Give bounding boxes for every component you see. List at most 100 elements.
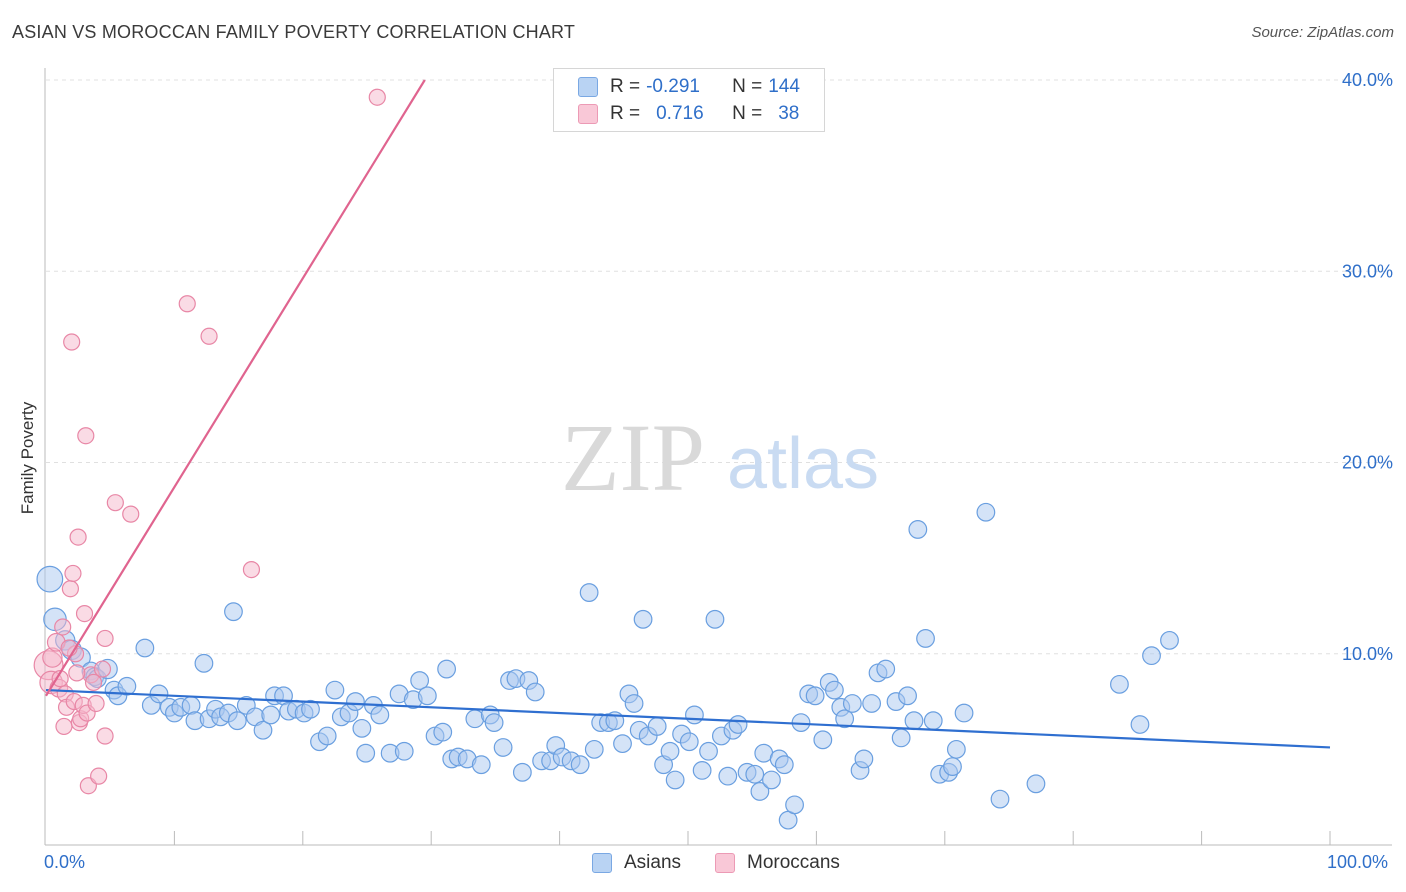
source-label: Source: ZipAtlas.com <box>1251 24 1394 41</box>
moroccan-point <box>96 727 114 745</box>
asian-point <box>352 718 372 738</box>
asian-point <box>36 565 64 593</box>
chart-title: ASIAN VS MOROCCAN FAMILY POVERTY CORRELA… <box>12 22 576 42</box>
legend-row-moroccans: R = 0.716 N = 38 <box>578 101 799 127</box>
moroccan-point <box>106 494 124 512</box>
asian-point <box>1160 630 1179 650</box>
trend-line-moroccans <box>45 79 426 697</box>
moroccan-point <box>93 660 112 678</box>
moroccan-point <box>61 580 79 598</box>
asian-point <box>728 715 748 734</box>
asian-point <box>679 732 699 752</box>
asian-point <box>813 730 833 750</box>
asian-point <box>356 743 376 763</box>
series-asians <box>36 502 1179 830</box>
moroccan-point <box>55 717 73 736</box>
watermark-atlas: atlas <box>727 424 879 504</box>
asian-point <box>1130 715 1150 734</box>
asian-point <box>876 659 896 679</box>
asian-point <box>613 734 632 754</box>
asian-point <box>785 795 804 815</box>
asian-point <box>194 653 214 673</box>
correlation-legend: R = -0.291 N = 144 R = 0.716 N = 38 <box>553 68 825 132</box>
legend-swatch-moroccans <box>578 104 598 124</box>
legend-swatch-asians <box>578 77 598 97</box>
moroccan-point <box>63 333 81 351</box>
asian-point <box>976 502 996 522</box>
asian-point <box>317 726 337 746</box>
asian-point <box>512 762 532 782</box>
asian-point <box>370 705 390 725</box>
y-tick-label-10: 10.0% <box>1342 644 1393 664</box>
moroccan-point <box>200 327 218 345</box>
watermark: ZIP atlas <box>561 404 879 511</box>
asian-point <box>835 709 855 729</box>
asian-point <box>633 609 653 629</box>
series-legend-asians[interactable]: Asians <box>592 852 681 874</box>
asian-point <box>665 770 685 790</box>
asian-point <box>943 757 962 776</box>
asian-point <box>135 638 155 658</box>
moroccan-point <box>68 664 86 682</box>
axes-layer <box>44 68 1392 846</box>
asian-point <box>525 682 545 702</box>
moroccan-point <box>178 295 196 313</box>
asian-point <box>685 705 704 725</box>
asian-point <box>624 694 644 713</box>
moroccan-point <box>51 670 69 688</box>
moroccan-point <box>77 427 95 445</box>
moroccan-point <box>242 560 261 579</box>
y-tick-label-20: 20.0% <box>1342 453 1393 473</box>
asian-point <box>692 761 712 780</box>
asian-point <box>805 686 825 706</box>
asian-point <box>465 709 485 729</box>
y-tick-labels: 10.0% 20.0% 30.0% 40.0% <box>1342 70 1393 664</box>
legend-n-label: N = <box>732 76 763 97</box>
asian-point <box>705 609 725 629</box>
asian-point <box>1110 674 1129 694</box>
asian-point <box>762 770 781 790</box>
legend-n-value-asians: 144 <box>768 76 800 97</box>
legend-r-label: R = <box>610 76 641 97</box>
series-legend: Asians Moroccans <box>0 852 1406 876</box>
asian-point <box>253 720 273 740</box>
legend-r-value-asians: -0.291 <box>646 76 700 97</box>
asian-point <box>891 728 911 748</box>
moroccan-point <box>368 88 386 106</box>
asian-point <box>325 680 345 700</box>
asian-point <box>842 694 862 713</box>
asian-point <box>410 671 430 690</box>
series-swatch-moroccans <box>715 853 735 873</box>
series-legend-label-asians: Asians <box>624 852 682 873</box>
moroccan-point <box>64 564 82 583</box>
asian-point <box>750 782 770 801</box>
moroccan-point <box>90 767 108 785</box>
asian-point <box>745 764 765 784</box>
legend-n-label: N = <box>732 103 763 124</box>
asian-point <box>862 694 882 713</box>
series-legend-label-moroccans: Moroccans <box>747 852 840 873</box>
asian-point <box>923 711 943 731</box>
asian-point <box>579 583 599 602</box>
asian-point <box>417 686 437 706</box>
asian-point <box>493 738 513 757</box>
asian-point <box>433 722 453 742</box>
asian-point <box>774 755 794 775</box>
asian-point <box>484 713 504 732</box>
legend-row-asians: R = -0.291 N = 144 <box>578 74 800 100</box>
moroccan-point <box>87 694 105 713</box>
asian-point <box>946 739 966 759</box>
asian-point <box>1026 774 1046 794</box>
series-swatch-asians <box>592 853 612 873</box>
asian-point <box>437 659 457 679</box>
legend-r-label: R = <box>610 103 641 124</box>
asian-point <box>898 686 917 706</box>
moroccan-point <box>96 629 114 648</box>
y-tick-label-40: 40.0% <box>1342 70 1393 90</box>
asian-point <box>916 629 935 648</box>
series-legend-moroccans[interactable]: Moroccans <box>715 852 840 874</box>
asian-point <box>584 739 604 759</box>
asian-point <box>990 789 1010 809</box>
asian-point <box>181 695 201 715</box>
y-tick-label-30: 30.0% <box>1342 261 1393 281</box>
